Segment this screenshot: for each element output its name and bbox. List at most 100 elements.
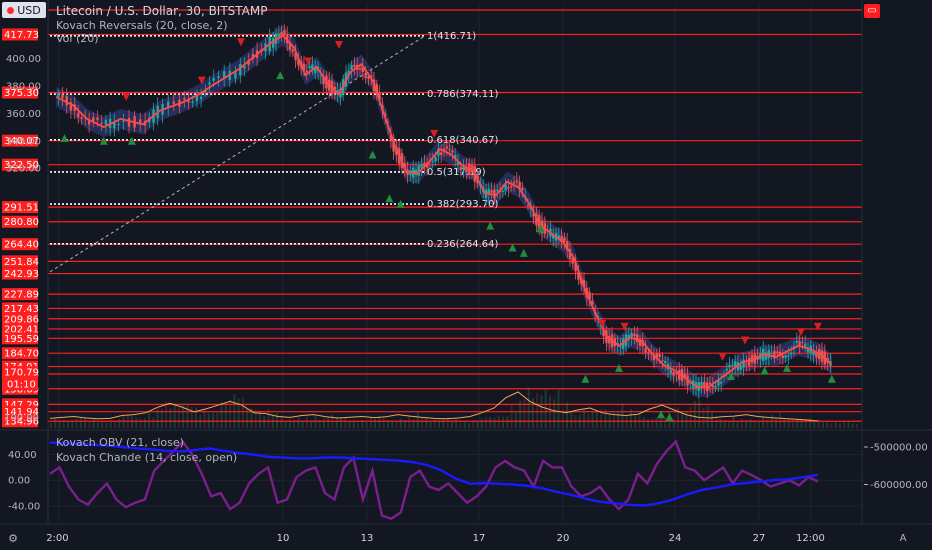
- candle-body: [445, 146, 448, 149]
- fib-trend-line: [49, 35, 426, 273]
- candle-body: [664, 361, 667, 364]
- volume-bar: [101, 421, 104, 428]
- candle-body: [731, 364, 734, 366]
- reversal-up-marker: [615, 363, 623, 372]
- candle-body: [172, 101, 175, 104]
- volume-bar: [361, 420, 364, 428]
- lower-indicator-pane: [48, 439, 868, 521]
- reversal-down-marker: [718, 352, 727, 361]
- level-label-bg: [2, 255, 38, 268]
- volume-bar: [591, 410, 594, 428]
- volume-bar: [403, 420, 406, 428]
- volume-bar: [800, 419, 803, 428]
- volume-bar: [378, 415, 381, 428]
- volume-bar: [455, 419, 458, 428]
- axes: [0, 0, 932, 525]
- candle-body: [742, 359, 745, 368]
- volume-bar: [391, 421, 394, 428]
- candle-body: [392, 138, 395, 152]
- volume-bar: [830, 423, 833, 428]
- volume-bar: [587, 413, 590, 428]
- level-label: 251.84: [4, 257, 39, 268]
- candle-body: [787, 355, 790, 357]
- volume-bar: [566, 402, 569, 428]
- reversal-down-marker: [620, 322, 629, 331]
- reversal-down-marker: [813, 322, 822, 331]
- level-label: 340.07: [4, 136, 39, 147]
- level-label: 217.43: [4, 304, 39, 315]
- candle-body: [183, 97, 186, 100]
- fib-level-label: 0.236(264.64): [427, 239, 499, 250]
- volume-bar: [96, 422, 99, 428]
- candle-body: [277, 33, 280, 38]
- candle-body: [750, 354, 754, 363]
- level-label: 141.94: [4, 407, 39, 418]
- volume-bar: [258, 410, 261, 428]
- volume-bar: [156, 408, 159, 428]
- volume-bar: [314, 416, 317, 428]
- indicator-legend-chande[interactable]: Kovach Chande (14, close, open): [56, 451, 238, 464]
- reversal-down-marker: [797, 328, 805, 337]
- volume-line: [49, 391, 819, 422]
- candle-body: [711, 385, 714, 388]
- indicator-legend-obv[interactable]: Kovach OBV (21, close): [56, 436, 184, 449]
- candle-body: [812, 351, 815, 356]
- indicator-legend-reversals[interactable]: Kovach Reversals (20, close, 2): [56, 19, 228, 32]
- current-price-bg: [2, 366, 38, 391]
- price-series: [55, 24, 833, 400]
- candle-body: [512, 182, 516, 184]
- volume-bar: [762, 417, 765, 428]
- candle-body: [784, 355, 787, 358]
- volume-bar: [105, 422, 108, 428]
- candle-body: [440, 152, 443, 155]
- volume-bar: [293, 419, 296, 428]
- volume-bar: [813, 420, 816, 428]
- price-tick-label: 320.00: [6, 164, 41, 175]
- candle-body: [448, 149, 451, 151]
- level-label-bg: [2, 347, 38, 360]
- candle-body: [557, 235, 560, 239]
- candle-body: [69, 102, 73, 111]
- indicator-legend-volume[interactable]: Vol (20): [56, 32, 99, 45]
- candle-body: [734, 361, 737, 368]
- candle-body: [364, 73, 367, 78]
- level-label: 322.50: [4, 160, 39, 171]
- currency-badge[interactable]: USD: [2, 2, 46, 18]
- auto-scale-button[interactable]: A: [899, 533, 907, 544]
- volume-bar: [766, 419, 769, 428]
- candle-body: [212, 77, 215, 81]
- settings-icon[interactable]: ⚙: [8, 532, 18, 545]
- volume-bar: [689, 406, 692, 428]
- volume-bar: [408, 416, 411, 428]
- reversal-up-marker: [385, 194, 394, 203]
- reversal-up-marker: [727, 372, 735, 381]
- candle-body: [465, 166, 468, 173]
- candle-body: [708, 382, 712, 385]
- time-tick-label: 20: [557, 533, 570, 544]
- candle-body: [627, 334, 630, 340]
- candle-body: [703, 381, 706, 387]
- volume-bar: [79, 417, 82, 428]
- volume-bar: [681, 413, 684, 428]
- candle-body: [314, 66, 317, 74]
- candle-body: [700, 382, 703, 386]
- candle-body: [423, 162, 426, 167]
- volume-bar: [715, 416, 718, 428]
- candle-body: [288, 42, 292, 50]
- volume-bar: [647, 418, 650, 428]
- volume-bar: [182, 403, 185, 428]
- volume-bar: [165, 401, 168, 428]
- candle-body: [361, 65, 364, 72]
- volume-bar: [676, 407, 679, 428]
- volume-bar: [655, 417, 658, 428]
- candle-body: [781, 355, 784, 359]
- candle-body: [434, 156, 437, 162]
- level-label-bg: [2, 322, 38, 335]
- maximize-pane-button[interactable]: ▭: [864, 4, 880, 18]
- volume-bar: [374, 418, 377, 428]
- candle-body: [251, 53, 255, 59]
- volume-bar: [224, 403, 227, 428]
- candle-body: [247, 59, 250, 65]
- time-tick-label: 24: [669, 533, 682, 544]
